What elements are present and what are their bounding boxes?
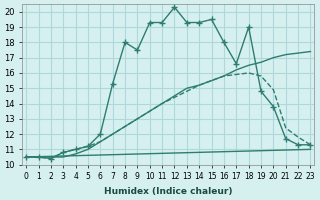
X-axis label: Humidex (Indice chaleur): Humidex (Indice chaleur) bbox=[104, 187, 233, 196]
